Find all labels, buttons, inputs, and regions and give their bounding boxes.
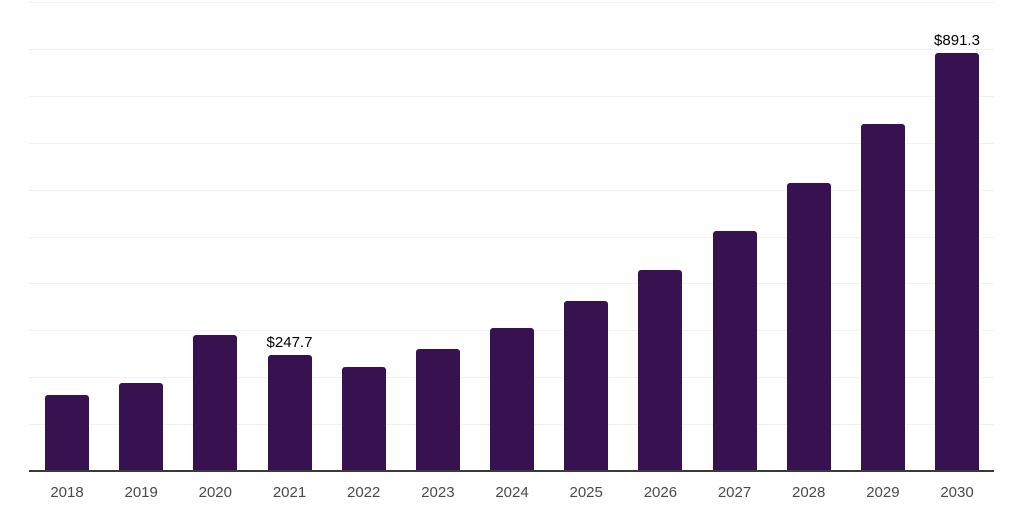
x-tick-label-2027: 2027 <box>717 484 752 501</box>
bar-2022 <box>341 367 386 471</box>
bar-2028 <box>786 183 831 471</box>
data-label-2021: $247.7 <box>266 333 313 351</box>
bar-2029 <box>860 124 905 471</box>
gridline <box>29 142 994 144</box>
x-tick-label-2019: 2019 <box>124 484 158 501</box>
x-tick-label-2030: 2030 <box>940 484 974 501</box>
x-tick-label-2023: 2023 <box>421 484 455 501</box>
x-tick-label-2025: 2025 <box>569 484 603 501</box>
x-tick-label-2022: 2022 <box>347 484 381 501</box>
bar-2024 <box>490 327 534 471</box>
x-tick-label-2029: 2029 <box>866 484 900 501</box>
bar-2021 <box>267 354 312 471</box>
gridline <box>29 189 994 191</box>
x-tick-label-2026: 2026 <box>643 484 678 501</box>
x-axis-tick-labels: 2018 2019 2020 2021 2022 2023 2024 2025 2026 2027… <box>0 480 1024 506</box>
x-tick-label-2020: 2020 <box>198 484 232 501</box>
plot-area: $247.7 $891.3 <box>29 2 994 471</box>
gridline <box>29 95 994 97</box>
gridline <box>29 283 994 285</box>
x-tick-label-2018: 2018 <box>50 484 84 501</box>
bar-2023 <box>415 349 460 471</box>
bar-2020 <box>193 335 238 471</box>
gridline <box>29 48 994 50</box>
bar-2027 <box>712 230 757 471</box>
bar-2018 <box>45 395 89 471</box>
x-tick-label-2024: 2024 <box>495 484 529 501</box>
bar-2026 <box>638 270 683 471</box>
x-tick-label-2021: 2021 <box>272 484 307 501</box>
data-label-2030: $891.3 <box>934 32 980 49</box>
gridline <box>29 2 994 3</box>
bar-2030 <box>935 53 979 471</box>
bar-2019 <box>119 383 164 471</box>
x-tick-label-2028: 2028 <box>792 484 826 501</box>
gridline <box>29 236 994 238</box>
bar-2025 <box>564 301 609 471</box>
x-axis-line <box>29 470 994 472</box>
